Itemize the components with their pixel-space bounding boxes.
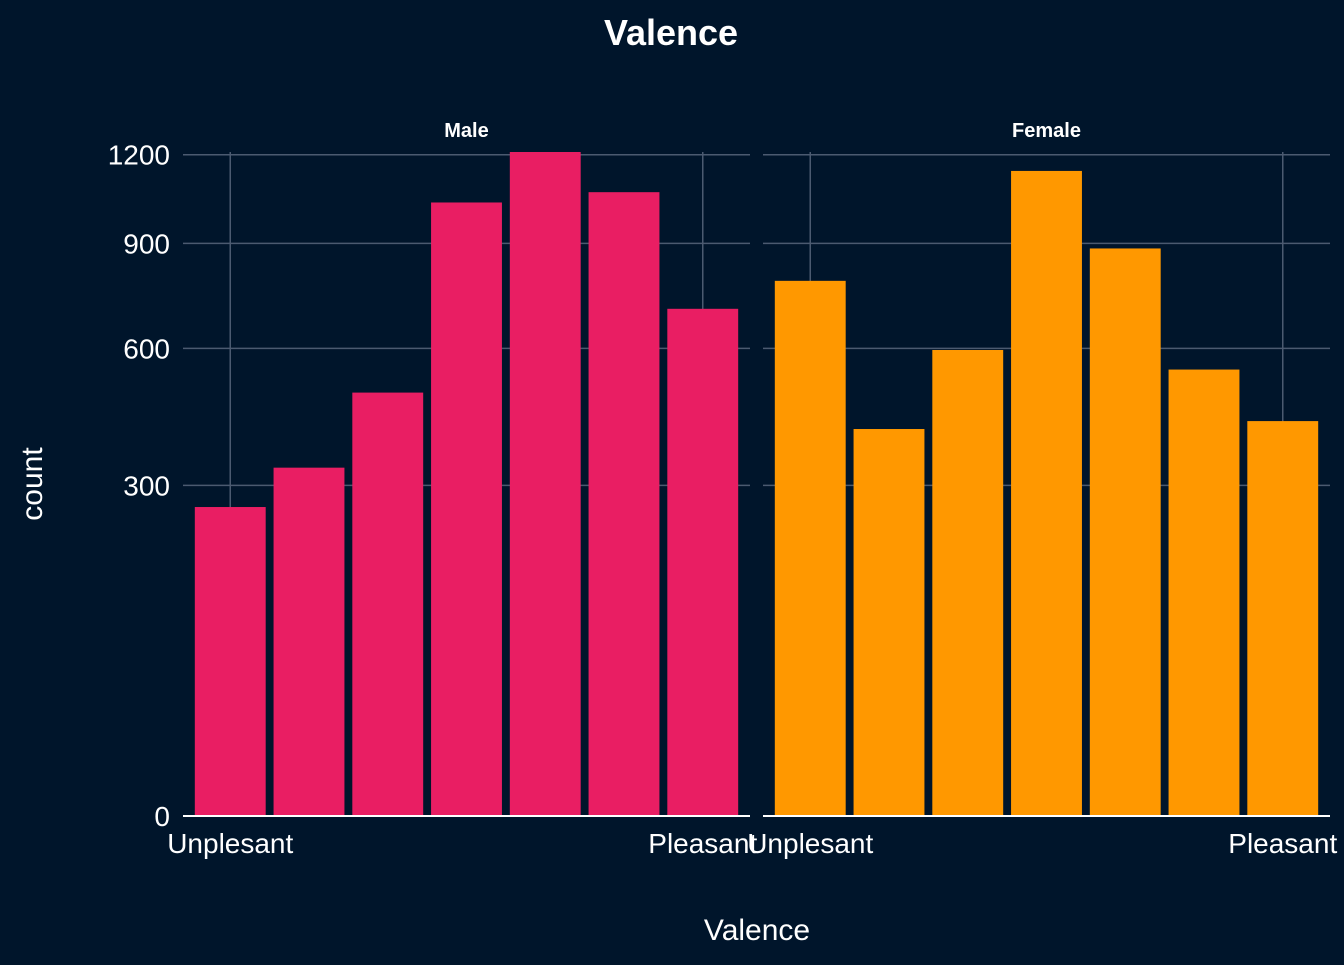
panel-title: Female bbox=[1012, 120, 1081, 142]
panel-female: Unplesant Pleasant Female bbox=[747, 120, 1337, 859]
y-tick-label: 600 bbox=[123, 333, 170, 364]
x-axis-label: Valence bbox=[704, 914, 810, 947]
y-tick-label: 0 bbox=[154, 801, 170, 832]
bar-female-3 bbox=[932, 349, 1004, 816]
bar-female-7 bbox=[1247, 421, 1319, 816]
x-tick-label: Pleasant bbox=[648, 828, 757, 859]
y-tick-label: 1200 bbox=[108, 140, 170, 171]
bar-male-3 bbox=[352, 392, 424, 816]
panel-title: Male bbox=[444, 120, 488, 142]
x-tick-label: Unplesant bbox=[167, 828, 293, 859]
bar-male-6 bbox=[588, 192, 660, 817]
x-tick-label: Pleasant bbox=[1228, 828, 1337, 859]
bar-male-7 bbox=[667, 308, 739, 816]
bar-male-1 bbox=[194, 507, 266, 816]
panels-layer: Unplesant PleasantMale03006009001200Unple… bbox=[108, 120, 1338, 859]
bar-female-1 bbox=[774, 280, 846, 816]
bar-male-4 bbox=[431, 202, 502, 816]
y-axis-label: count bbox=[16, 447, 49, 521]
bar-female-5 bbox=[1089, 248, 1161, 817]
bar-female-6 bbox=[1168, 369, 1240, 816]
bar-female-2 bbox=[853, 429, 925, 816]
chart-title: Valence bbox=[604, 12, 738, 53]
panel-male: Unplesant Pleasant Male 0 300 600 900 1200 bbox=[108, 120, 758, 859]
bar-male-5 bbox=[509, 152, 581, 816]
bar-female-4 bbox=[1011, 170, 1082, 817]
y-tick-label: 300 bbox=[123, 470, 170, 501]
y-tick-label: 900 bbox=[123, 228, 170, 259]
x-tick-label: Unplesant bbox=[747, 828, 873, 859]
bar-male-2 bbox=[273, 467, 345, 816]
